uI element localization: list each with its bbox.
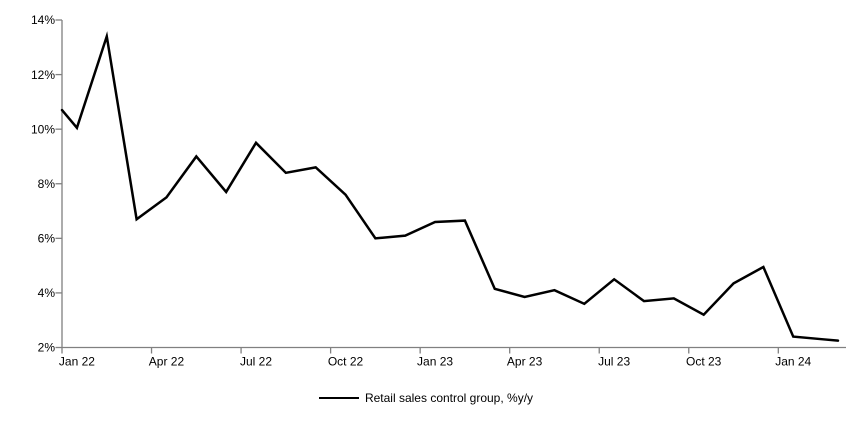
y-axis-tick-label: 10% (31, 122, 55, 136)
x-axis-tick-label: Oct 23 (686, 355, 722, 369)
legend-line-sample (318, 397, 359, 399)
x-axis-tick-label: Oct 22 (328, 355, 364, 369)
y-axis-tick-label: 12% (31, 68, 55, 82)
x-axis-tick-label: Jul 22 (240, 355, 272, 369)
y-axis-tick-label: 6% (38, 232, 56, 246)
y-axis-tick-label: 2% (38, 341, 56, 355)
legend: Retail sales control group, %y/y (0, 389, 852, 407)
x-axis-tick-label: Jul 23 (598, 355, 630, 369)
x-axis-tick-label: Jan 23 (417, 355, 453, 369)
y-axis-tick-label: 14% (31, 13, 55, 27)
x-axis-tick-label: Jan 24 (775, 355, 811, 369)
y-axis-tick-label: 8% (38, 177, 56, 191)
data-line-retail-sales (60, 31, 840, 342)
legend-series-label: Retail sales control group, %y/y (364, 391, 534, 405)
x-axis-tick-label: Apr 23 (507, 355, 543, 369)
y-axis-tick-label: 4% (38, 286, 56, 300)
x-axis-tick-label: Jan 22 (59, 355, 95, 369)
x-axis-tick-label: Apr 22 (149, 355, 185, 369)
